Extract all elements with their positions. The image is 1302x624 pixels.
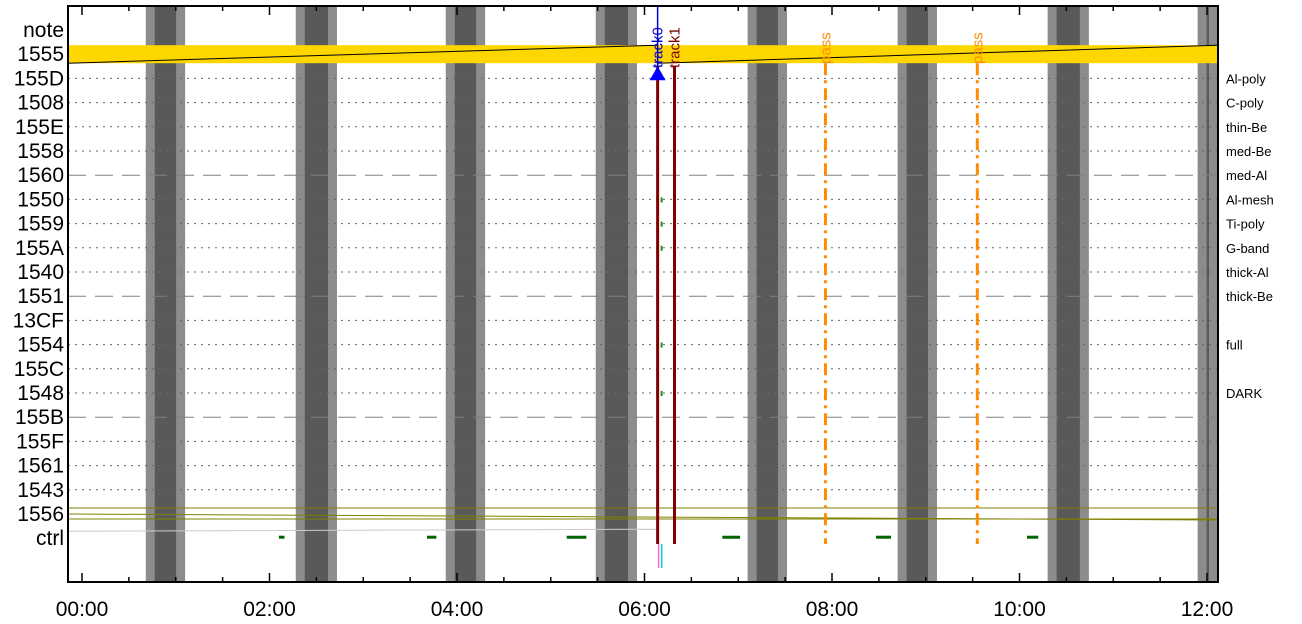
pass-label: pass (817, 32, 834, 64)
row-annotations: Al-poly C-poly thin-Be med-Be med-Al Al-mesh T… (1226, 71, 1274, 401)
row-label: 155B (15, 406, 64, 429)
row-annotation: med-Be (1226, 144, 1272, 159)
x-tick-label: 02:00 (243, 598, 296, 621)
shadow-bands (145, 6, 1218, 582)
shadow-band-inner (756, 6, 778, 582)
row-label: 1543 (17, 479, 64, 502)
row-label: 1556 (17, 503, 64, 526)
shadow-band-inner (154, 6, 177, 582)
row-annotation: C-poly (1226, 96, 1264, 111)
row-label: 1559 (17, 213, 64, 236)
row-label: 1540 (17, 261, 64, 284)
row-annotation: thick-Al (1226, 265, 1269, 280)
shadow-band-inner (304, 6, 328, 582)
track0-marker-triangle (649, 66, 666, 81)
plot-border (67, 5, 1219, 583)
row-label: 155F (16, 430, 64, 453)
row-annotation: thin-Be (1226, 120, 1267, 135)
row-label: 1558 (17, 140, 64, 163)
row-labels: note1555155D1508155E1558156015501559155A… (13, 19, 65, 550)
row-label: 1554 (17, 334, 64, 357)
shadow-band-inner (604, 6, 628, 582)
row-annotation: G-band (1226, 241, 1269, 256)
x-tick-label: 10:00 (993, 598, 1046, 621)
x-tick-label: 04:00 (431, 598, 484, 621)
shadow-band-inner (906, 6, 928, 582)
shadow-band-inner (1206, 6, 1209, 582)
track-label: track1 (667, 27, 684, 68)
row-annotation: Ti-poly (1226, 217, 1265, 232)
row-label: 1560 (17, 164, 64, 187)
row-label: 1548 (17, 382, 64, 405)
shadow-band-inner (1056, 6, 1080, 582)
row-annotation: full (1226, 338, 1243, 353)
row-label: 155A (15, 237, 64, 260)
row-label: 1508 (17, 92, 64, 115)
x-tick-label: 06:00 (618, 598, 671, 621)
row-label: 1550 (17, 188, 64, 211)
shadow-band-inner (454, 6, 477, 582)
row-annotation: thick-Be (1226, 289, 1273, 304)
row-label: ctrl (36, 527, 64, 550)
event-markers: passpasstrack0track1 (278, 6, 1039, 568)
row-label: 155E (15, 116, 64, 139)
row-annotation: DARK (1226, 386, 1262, 401)
row-gridlines (67, 77, 1219, 532)
yellow-band-slope-2 (657, 44, 1219, 64)
row-label: 1551 (17, 285, 64, 308)
row-label: note (23, 19, 64, 42)
x-tick-label: 12:00 (1181, 598, 1234, 621)
yellow-band (68, 45, 1218, 64)
x-tick-label: 00:00 (56, 598, 109, 621)
row-label: 155C (14, 358, 64, 381)
x-tick-label: 08:00 (806, 598, 859, 621)
row-label: 1555 (17, 43, 64, 66)
row-annotation: Al-poly (1226, 71, 1266, 86)
row-label: 13CF (13, 309, 64, 332)
row-label: 155D (14, 67, 64, 90)
ctrl-row-line (67, 528, 658, 532)
x-axis-labels: 00:00 02:00 04:00 06:00 08:00 10:00 12:00 (56, 598, 1234, 621)
pass-label: pass (969, 32, 986, 64)
row-label: 1561 (17, 455, 64, 478)
yellow-band-slope-1 (67, 44, 658, 64)
row-annotation: Al-mesh (1226, 192, 1274, 207)
plot-frame (67, 5, 1219, 583)
row-annotation: med-Al (1226, 168, 1267, 183)
yellow-band-layer (67, 44, 1219, 64)
